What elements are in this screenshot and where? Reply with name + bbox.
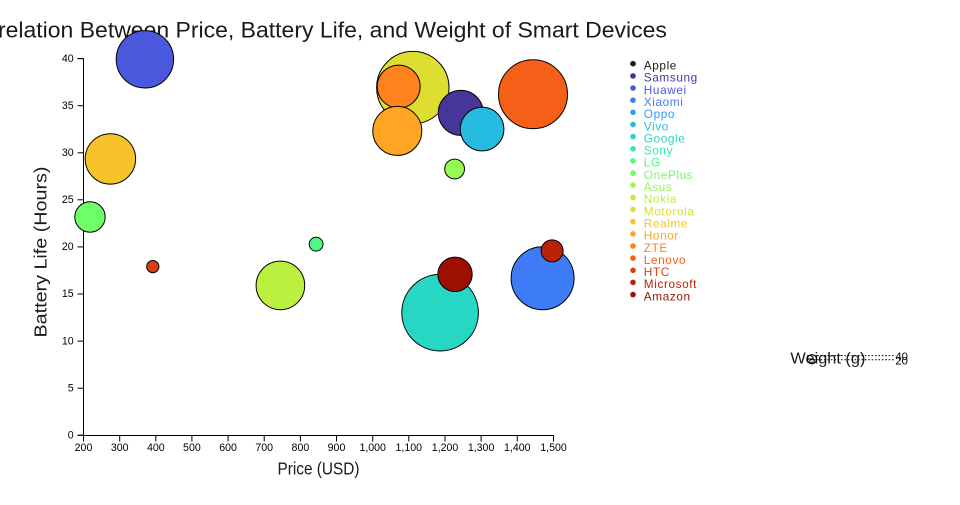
svg-text:700: 700 (255, 442, 273, 454)
svg-text:OnePlus: OnePlus (644, 168, 693, 182)
svg-text:1,300: 1,300 (468, 442, 495, 454)
svg-text:600: 600 (219, 442, 237, 454)
svg-text:800: 800 (292, 442, 310, 454)
svg-text:Amazon: Amazon (644, 289, 691, 303)
svg-text:15: 15 (62, 288, 74, 300)
svg-text:300: 300 (111, 442, 129, 454)
svg-text:1,100: 1,100 (396, 442, 423, 454)
svg-text:1,400: 1,400 (504, 442, 531, 454)
svg-text:Motorola: Motorola (644, 204, 695, 218)
svg-text:40: 40 (895, 351, 908, 363)
svg-text:Realme: Realme (644, 217, 688, 231)
svg-text:LG: LG (644, 156, 661, 170)
svg-text:ZTE: ZTE (644, 241, 668, 255)
svg-text:900: 900 (328, 442, 346, 454)
svg-text:Huawei: Huawei (644, 83, 687, 97)
svg-text:1,500: 1,500 (540, 442, 567, 454)
svg-text:25: 25 (62, 194, 74, 206)
svg-text:1,200: 1,200 (432, 442, 459, 454)
svg-text:Apple: Apple (644, 59, 677, 73)
svg-text:Samsung: Samsung (644, 71, 698, 85)
svg-text:Microsoft: Microsoft (644, 277, 697, 291)
svg-text:Vivo: Vivo (644, 119, 669, 133)
svg-text:Price (USD): Price (USD) (278, 459, 360, 479)
svg-text:Sony: Sony (644, 144, 673, 158)
svg-text:Xiaomi: Xiaomi (644, 95, 684, 109)
svg-text:200: 200 (75, 442, 93, 454)
svg-text:Weight (g): Weight (g) (790, 351, 865, 368)
svg-text:20: 20 (895, 355, 908, 367)
svg-text:Asus: Asus (644, 180, 673, 194)
svg-text:400: 400 (147, 442, 165, 454)
svg-text:Oppo: Oppo (644, 107, 675, 121)
svg-text:500: 500 (183, 442, 201, 454)
svg-text:1,000: 1,000 (359, 442, 386, 454)
svg-text:30: 30 (62, 147, 74, 159)
svg-text:Honor: Honor (644, 229, 679, 243)
svg-text:40: 40 (62, 53, 74, 65)
svg-text:HTC: HTC (644, 265, 670, 279)
svg-text:20: 20 (62, 241, 74, 253)
svg-text:0: 0 (68, 430, 74, 442)
svg-text:Battery Life (Hours): Battery Life (Hours) (31, 167, 51, 338)
svg-text:Nokia: Nokia (644, 192, 677, 206)
svg-text:Google: Google (644, 131, 686, 145)
svg-text:35: 35 (62, 100, 74, 112)
svg-text:Lenovo: Lenovo (644, 253, 686, 267)
svg-text:Correlation Between Price, Bat: Correlation Between Price, Battery Life,… (0, 18, 667, 43)
svg-text:10: 10 (62, 335, 74, 347)
svg-text:5: 5 (68, 382, 74, 394)
